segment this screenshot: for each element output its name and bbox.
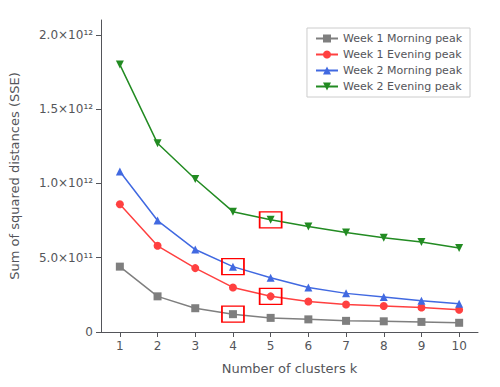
- svg-text:1.0×10¹²: 1.0×10¹²: [39, 176, 93, 190]
- svg-text:9: 9: [418, 339, 426, 353]
- svg-text:7: 7: [342, 339, 350, 353]
- svg-text:Sum of squared distances (SSE): Sum of squared distances (SSE): [7, 72, 22, 279]
- svg-text:10: 10: [452, 339, 467, 353]
- svg-text:4: 4: [229, 339, 237, 353]
- svg-text:8: 8: [380, 339, 388, 353]
- svg-text:5: 5: [267, 339, 275, 353]
- svg-text:5.0×10¹¹: 5.0×10¹¹: [39, 251, 93, 265]
- svg-text:0: 0: [85, 325, 93, 339]
- svg-text:Number of clusters k: Number of clusters k: [222, 361, 358, 376]
- svg-text:Week 1 Evening peak: Week 1 Evening peak: [343, 48, 462, 61]
- svg-text:6: 6: [305, 339, 313, 353]
- svg-text:Week 2 Morning peak: Week 2 Morning peak: [343, 64, 463, 77]
- svg-text:1.5×10¹²: 1.5×10¹²: [39, 102, 93, 116]
- svg-text:Week 1 Morning peak: Week 1 Morning peak: [343, 32, 463, 45]
- svg-text:Week 2 Evening peak: Week 2 Evening peak: [343, 80, 462, 93]
- svg-text:3: 3: [191, 339, 199, 353]
- svg-text:2.0×10¹²: 2.0×10¹²: [39, 28, 93, 42]
- svg-text:1: 1: [116, 339, 124, 353]
- svg-text:2: 2: [154, 339, 162, 353]
